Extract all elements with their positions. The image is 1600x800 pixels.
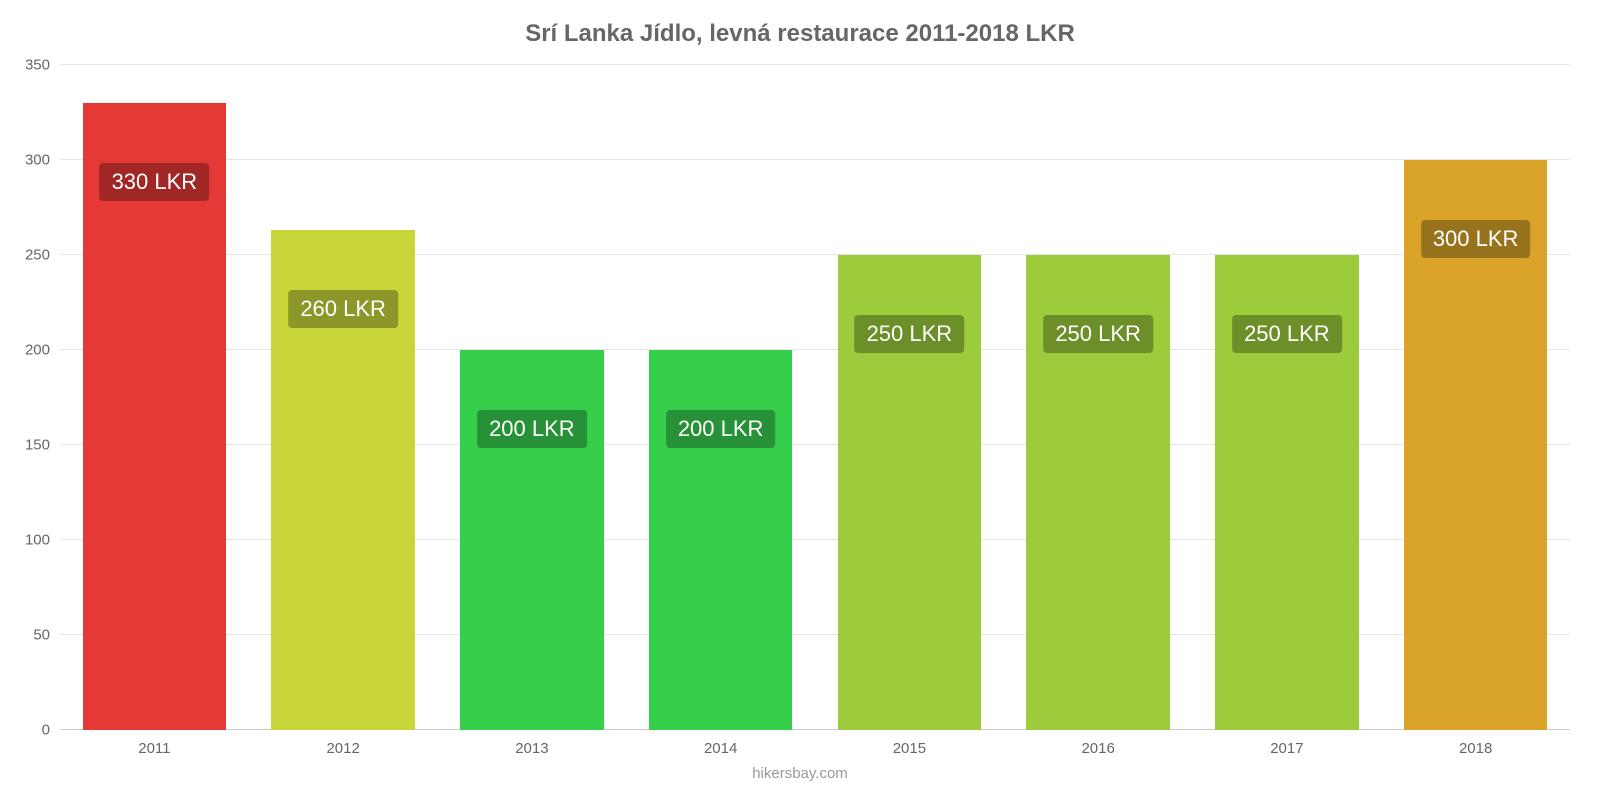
bar-slot: 200 LKR2014 [626, 65, 815, 730]
y-tick-label: 0 [42, 722, 60, 739]
bar-value-label: 250 LKR [855, 315, 965, 353]
x-tick-label: 2012 [326, 730, 359, 757]
y-tick-label: 50 [33, 627, 60, 644]
bar-value-label: 200 LKR [477, 410, 587, 448]
y-tick-label: 250 [25, 247, 60, 264]
bars-row: 330 LKR2011260 LKR2012200 LKR2013200 LKR… [60, 65, 1570, 730]
bar-value-label: 300 LKR [1421, 220, 1531, 258]
bar-slot: 200 LKR2013 [438, 65, 627, 730]
bar-value-label: 200 LKR [666, 410, 776, 448]
bar: 330 LKR [83, 103, 226, 730]
plot-area: 050100150200250300350 330 LKR2011260 LKR… [60, 65, 1570, 730]
y-tick-label: 200 [25, 342, 60, 359]
x-tick-label: 2015 [893, 730, 926, 757]
bar: 260 LKR [271, 230, 414, 730]
bar-value-label: 330 LKR [100, 163, 210, 201]
y-tick-label: 150 [25, 437, 60, 454]
bar-value-label: 260 LKR [288, 290, 398, 328]
x-tick-label: 2014 [704, 730, 737, 757]
bar-slot: 260 LKR2012 [249, 65, 438, 730]
x-tick-label: 2011 [138, 730, 170, 757]
y-tick-label: 100 [25, 532, 60, 549]
bar-value-label: 250 LKR [1043, 315, 1153, 353]
bar-slot: 330 LKR2011 [60, 65, 249, 730]
bar: 200 LKR [649, 350, 792, 730]
bar-value-label: 250 LKR [1232, 315, 1342, 353]
bar-slot: 300 LKR2018 [1381, 65, 1570, 730]
bar: 250 LKR [1215, 255, 1358, 730]
x-tick-label: 2013 [515, 730, 548, 757]
bar-slot: 250 LKR2016 [1004, 65, 1193, 730]
chart-container: Srí Lanka Jídlo, levná restaurace 2011-2… [0, 0, 1600, 800]
y-tick-label: 300 [25, 152, 60, 169]
x-tick-label: 2016 [1081, 730, 1114, 757]
bar: 200 LKR [460, 350, 603, 730]
x-tick-label: 2017 [1270, 730, 1303, 757]
y-tick-label: 350 [25, 57, 60, 74]
x-tick-label: 2018 [1459, 730, 1492, 757]
bar: 250 LKR [1026, 255, 1169, 730]
bar: 250 LKR [838, 255, 981, 730]
bar-slot: 250 LKR2015 [815, 65, 1004, 730]
chart-title: Srí Lanka Jídlo, levná restaurace 2011-2… [0, 0, 1600, 48]
bar-slot: 250 LKR2017 [1193, 65, 1382, 730]
footer-credit: hikersbay.com [0, 765, 1600, 782]
bar: 300 LKR [1404, 160, 1547, 730]
